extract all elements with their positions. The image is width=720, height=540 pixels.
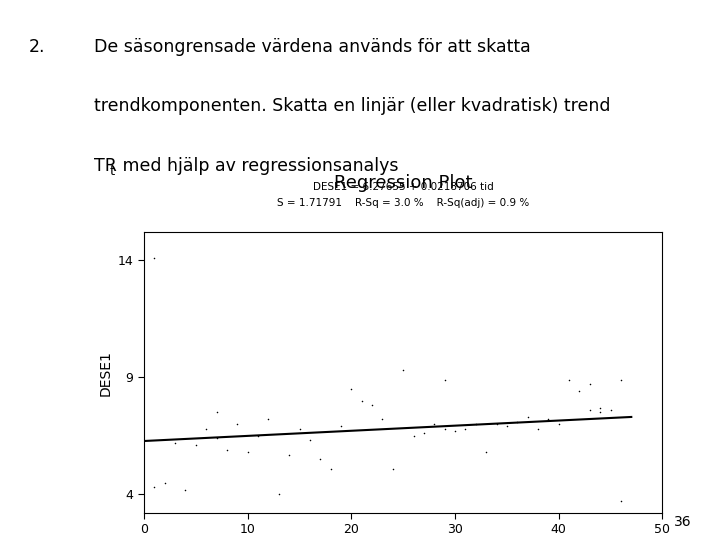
Point xyxy=(595,403,606,412)
Title: Regression Plot: Regression Plot xyxy=(334,174,472,192)
Point xyxy=(491,420,503,428)
Text: 36: 36 xyxy=(674,515,691,529)
Point xyxy=(397,366,409,375)
Point xyxy=(553,420,564,428)
Text: DESE1 = 6.27655 + 0.0218706 tid: DESE1 = 6.27655 + 0.0218706 tid xyxy=(312,181,494,192)
Point xyxy=(169,438,181,447)
Point xyxy=(377,415,388,424)
Text: trendkomponenten. Skatta en linjär (eller kvadratisk) trend: trendkomponenten. Skatta en linjär (elle… xyxy=(94,97,610,115)
Point xyxy=(563,375,575,384)
Point xyxy=(200,424,212,433)
Point xyxy=(315,455,326,463)
Point xyxy=(480,448,492,456)
Point xyxy=(211,408,222,417)
Text: S = 1.71791    R-Sq = 3.0 %    R-Sq(adj) = 0.9 %: S = 1.71791 R-Sq = 3.0 % R-Sq(adj) = 0.9… xyxy=(277,198,529,208)
Point xyxy=(180,485,192,494)
Point xyxy=(221,446,233,454)
Point xyxy=(148,483,160,491)
Text: De säsongrensade värdena används för att skatta: De säsongrensade värdena används för att… xyxy=(94,38,531,56)
Point xyxy=(605,406,616,414)
Point xyxy=(242,448,253,456)
Point xyxy=(336,422,347,431)
Point xyxy=(459,424,471,433)
Point xyxy=(232,420,243,428)
Point xyxy=(304,436,315,445)
Point xyxy=(211,434,222,442)
Point xyxy=(532,424,544,433)
Point xyxy=(439,375,451,384)
Point xyxy=(615,375,626,384)
Point xyxy=(284,450,295,459)
Point xyxy=(294,424,305,433)
Point xyxy=(387,464,399,473)
Y-axis label: DESE1: DESE1 xyxy=(98,350,112,395)
Point xyxy=(356,396,367,405)
Text: med hjälp av regressionsanalys: med hjälp av regressionsanalys xyxy=(117,157,398,174)
Point xyxy=(543,415,554,424)
Text: 2.: 2. xyxy=(29,38,45,56)
Point xyxy=(366,401,378,410)
Point xyxy=(439,424,451,433)
Point xyxy=(408,431,419,440)
Point xyxy=(522,413,534,421)
Point xyxy=(511,417,523,426)
Point xyxy=(190,441,202,449)
Point xyxy=(584,406,595,414)
Point xyxy=(449,427,461,435)
Point xyxy=(148,254,160,262)
Point xyxy=(470,420,482,428)
Text: t: t xyxy=(109,165,114,178)
Point xyxy=(574,387,585,396)
Point xyxy=(159,478,171,487)
Point xyxy=(501,422,513,431)
Point xyxy=(325,464,336,473)
Point xyxy=(418,429,430,438)
Text: TR: TR xyxy=(94,157,117,174)
Point xyxy=(428,420,440,428)
Point xyxy=(346,384,357,393)
Point xyxy=(252,431,264,440)
Point xyxy=(595,408,606,417)
Point xyxy=(263,415,274,424)
Point xyxy=(273,490,284,498)
Point xyxy=(584,380,595,389)
Point xyxy=(615,497,626,505)
